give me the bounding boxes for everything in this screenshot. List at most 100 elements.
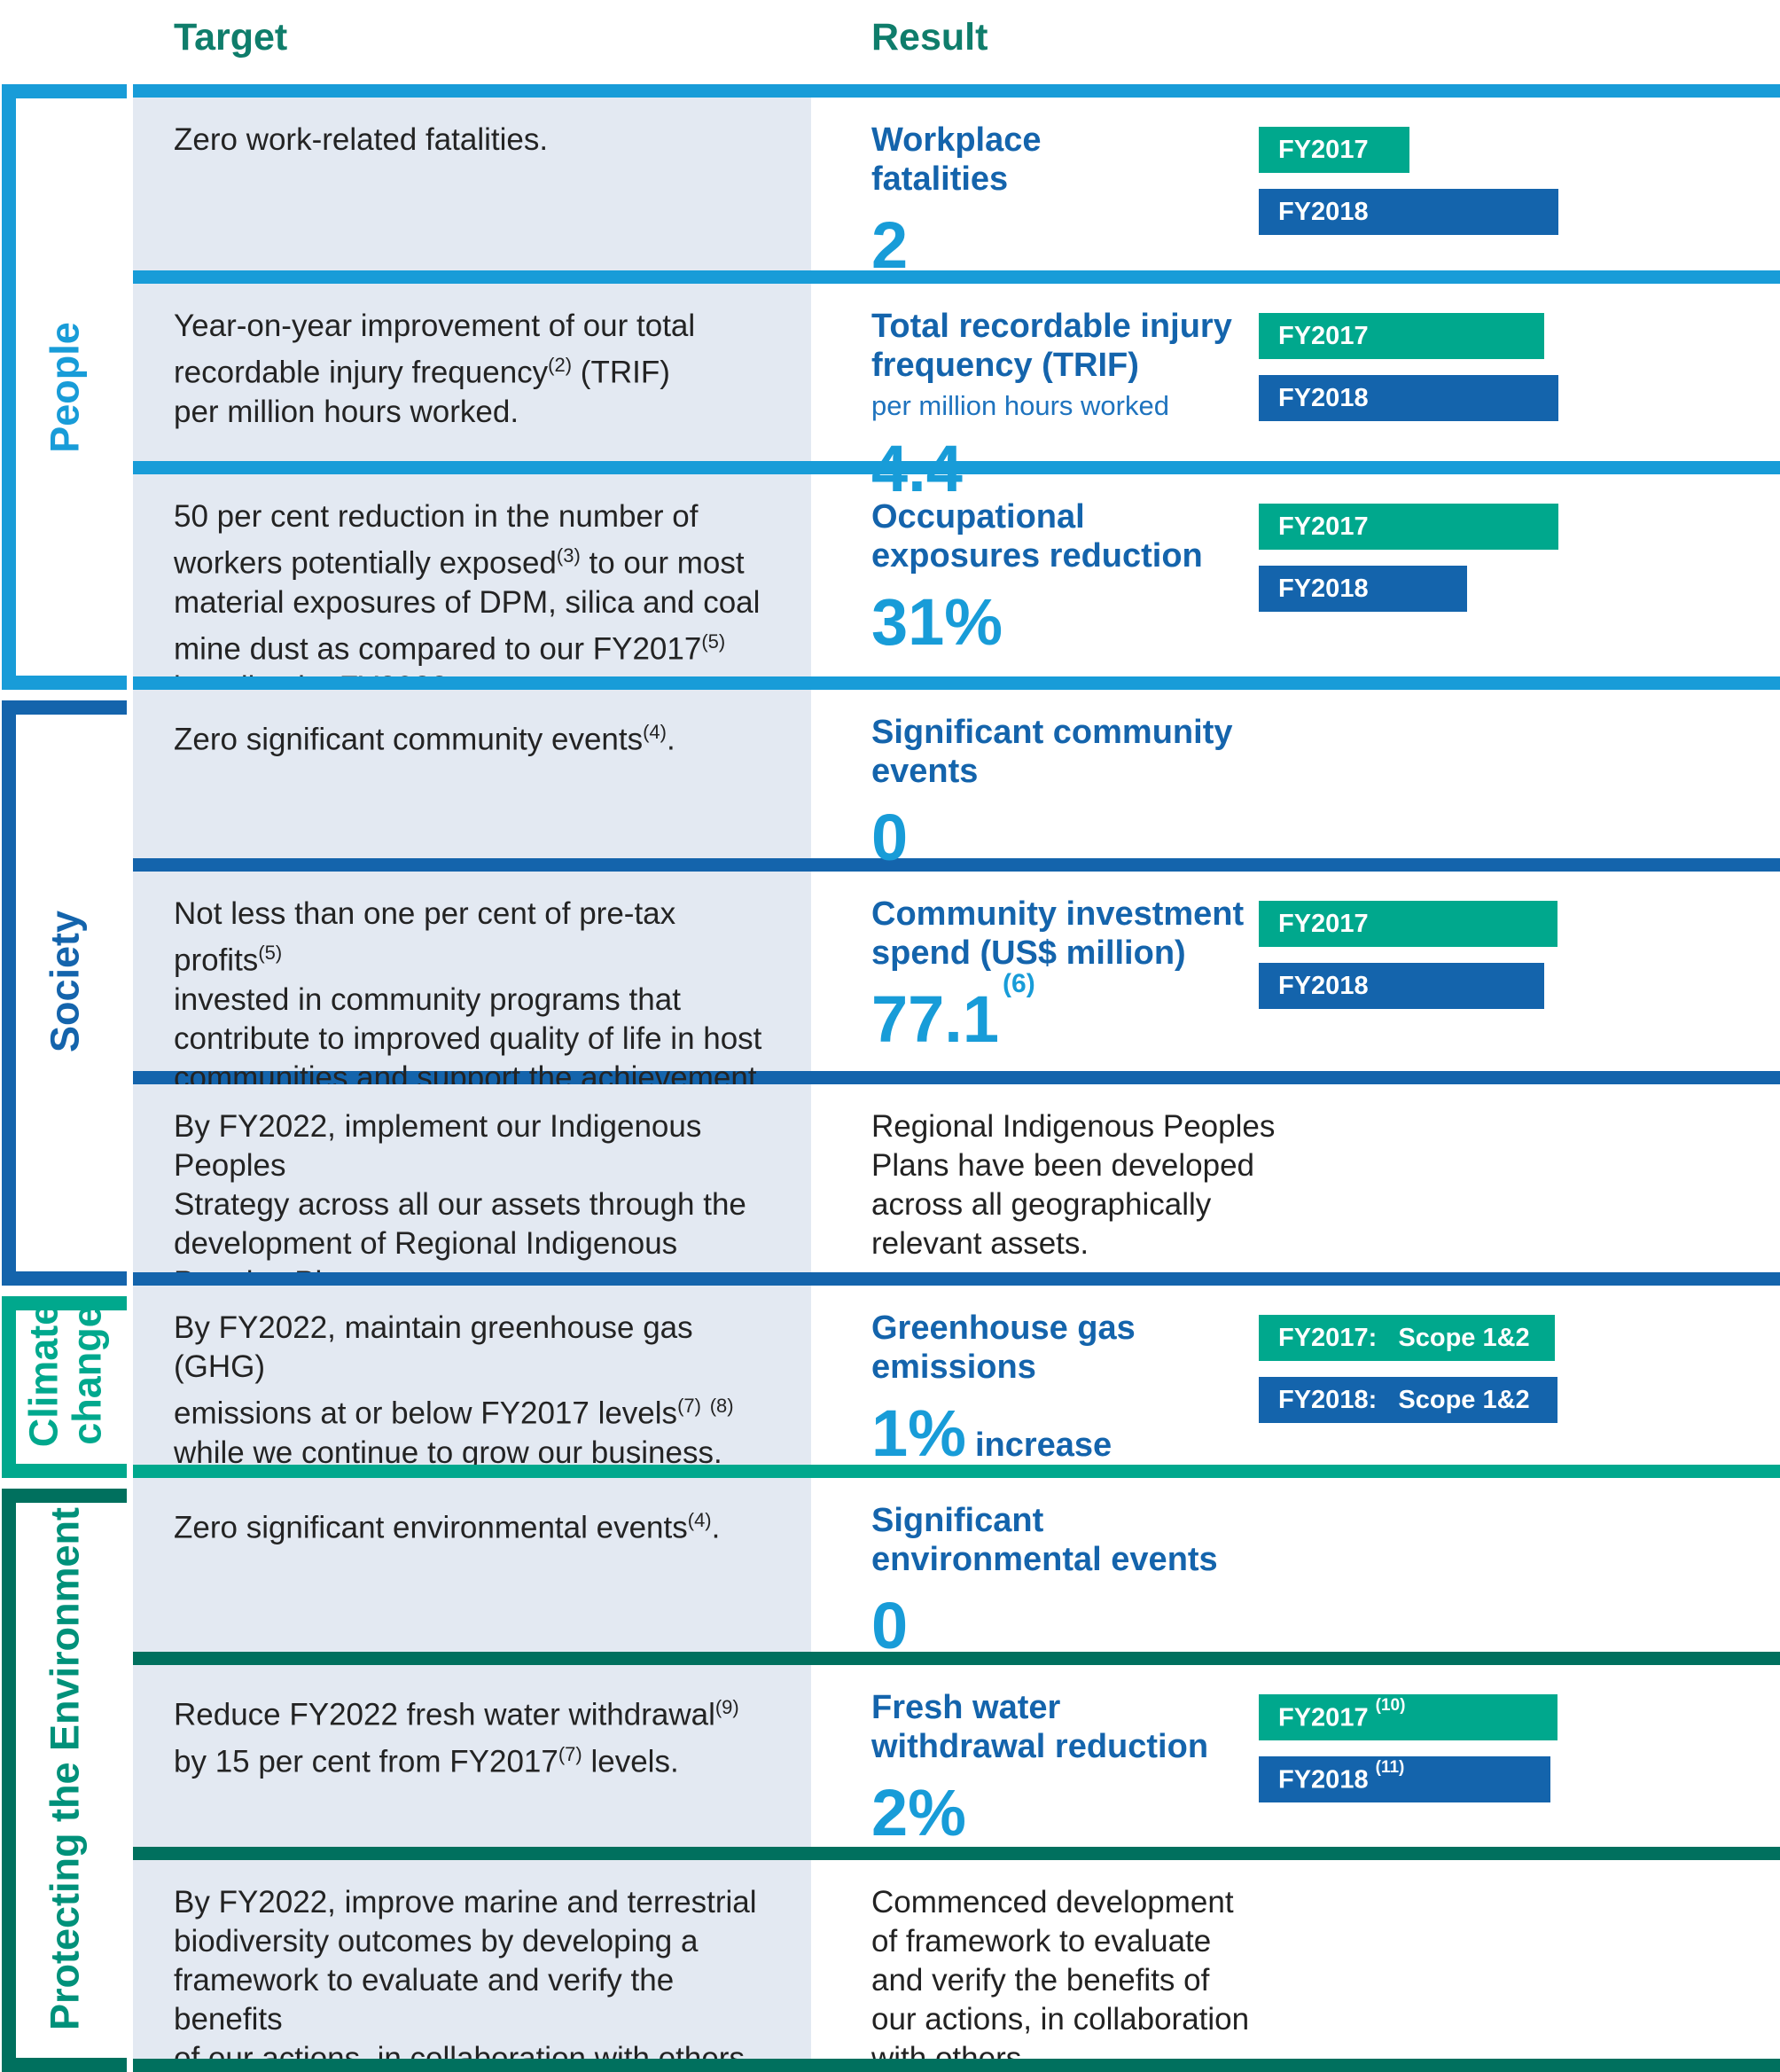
scorecard-table: People Zero work-related fatalities. Workp… [0, 84, 1780, 2072]
bar-chart: FY2017 FY2018 [1259, 127, 1558, 235]
result-heading: Total recordable injury frequency (TRIF) [871, 308, 1232, 384]
result-text: Commenced development of framework to eva… [871, 1885, 1250, 2072]
bar-fy2017: FY2017 [1259, 313, 1544, 359]
result-heading: Fresh water withdrawal reduction [871, 1689, 1209, 1765]
target-cell: By FY2022, implement our Indigenous Peop… [133, 1084, 811, 1300]
section-boundary-line [0, 676, 1780, 690]
result-cell: Occupational exposures reduction 31% [871, 497, 1288, 659]
row-divider-line [133, 1071, 1780, 1084]
result-cell: Regional Indigenous Peoples Plans have be… [871, 1107, 1288, 1263]
bar-fy2018: FY2018 [1259, 375, 1558, 421]
row-divider-line [133, 1652, 1780, 1665]
result-heading: Significant community events [871, 714, 1233, 790]
bar-chart: FY2017 FY2018 [1259, 901, 1558, 1009]
result-value: 0 [871, 801, 909, 874]
result-subtitle: per million hours worked [871, 390, 1169, 421]
row-divider-line [133, 270, 1780, 284]
divider-line [133, 676, 1780, 690]
result-text: Regional Indigenous Peoples Plans have be… [871, 1109, 1276, 1261]
target-cell: Not less than one per cent of pre-tax pr… [133, 872, 811, 1134]
divider-line [133, 1465, 1780, 1478]
result-cell: Significant community events 0 [871, 713, 1288, 874]
bar-label: FY2017 (10) [1278, 1695, 1406, 1732]
result-heading: Workplace fatalities [871, 121, 1042, 198]
result-cell: Significant environmental events 0 [871, 1501, 1288, 1662]
target-cell: By FY2022, improve marine and terrestria… [133, 1860, 811, 2072]
result-heading: Significant environmental events [871, 1502, 1218, 1578]
target-cell: By FY2022, maintain greenhouse gas (GHG)… [133, 1286, 811, 1470]
table-row: By FY2022, maintain greenhouse gas (GHG)… [133, 1286, 1780, 1470]
section-boundary-line [0, 1272, 1780, 1286]
result-cell: Workplace fatalities 2 [871, 121, 1288, 278]
bar-fy2017: FY2017 [1259, 504, 1558, 550]
bracket-stub [2, 1272, 127, 1286]
table-row: Not less than one per cent of pre-tax pr… [133, 872, 1780, 1134]
section-society: Society Zero significant community events… [0, 690, 1780, 1300]
bar-fy2017: FY2017: Scope 1&2 [1259, 1315, 1555, 1361]
section-people: People Zero work-related fatalities. Workp… [0, 84, 1780, 705]
bar-label: FY2017: Scope 1&2 [1278, 1323, 1530, 1352]
section-rows: Zero work-related fatalities. Workplace fa… [133, 98, 1780, 705]
result-heading: Community investment spend (US$ million) [871, 895, 1245, 972]
target-cell: Zero significant community events(4). [133, 690, 811, 858]
target-cell: Zero work-related fatalities. [133, 98, 811, 270]
target-cell: Reduce FY2022 fresh water withdrawal(9) b… [133, 1665, 811, 1847]
result-cell: Community investment spend (US$ million) 7… [871, 895, 1288, 1056]
row-divider-line [133, 461, 1780, 474]
table-row: 50 per cent reduction in the number of wo… [133, 474, 1780, 705]
bracket-stub [2, 2059, 127, 2072]
result-value: 2% [871, 1776, 966, 1849]
bar-fy2018: FY2018 [1259, 566, 1467, 612]
bar-label: FY2017 [1278, 512, 1369, 541]
result-cell: Total recordable injury frequency (TRIF) p… [871, 307, 1288, 505]
table-row: Reduce FY2022 fresh water withdrawal(9) b… [133, 1665, 1780, 1847]
bar-label: FY2018: Scope 1&2 [1278, 1385, 1530, 1414]
divider-line [133, 84, 1780, 98]
result-value: 77.1 (6) [871, 969, 1035, 1056]
section-boundary-line [0, 84, 1780, 98]
result-value-suffix: increase [974, 1427, 1112, 1464]
result-cell: Commenced development of framework to eva… [871, 1883, 1288, 2072]
result-cell: Greenhouse gas emissions 1% increase [871, 1309, 1288, 1470]
table-row: Zero significant environmental events(4)… [133, 1478, 1780, 1659]
bracket-stub [2, 1465, 127, 1478]
column-header-target: Target [174, 16, 288, 59]
result-value: 1% increase [871, 1396, 1112, 1470]
row-divider-line [133, 1847, 1780, 1860]
bar-fy2018: FY2018 (11) [1259, 1756, 1550, 1802]
section-label-society: Society [42, 910, 88, 1052]
result-value: 31% [871, 585, 1003, 659]
bar-fy2017: FY2017 [1259, 127, 1409, 173]
bar-label: FY2018 [1278, 197, 1369, 226]
bar-label: FY2017 [1278, 909, 1369, 938]
section-label-climate-change: Climate change [20, 1302, 109, 1448]
bar-chart: FY2017 (10) FY2018 (11) [1259, 1694, 1558, 1802]
table-row: Zero significant community events(4). Sig… [133, 690, 1780, 871]
table-row: Zero work-related fatalities. Workplace fa… [133, 98, 1780, 278]
result-value: 0 [871, 1589, 909, 1662]
bar-chart: FY2017 FY2018 [1259, 504, 1558, 612]
section-climate-change: Climate change By FY2022, maintain greenho… [0, 1286, 1780, 1478]
section-boundary-line [0, 1465, 1780, 1478]
bar-label: FY2018 (11) [1278, 1757, 1405, 1794]
bar-label: FY2018 [1278, 971, 1369, 1000]
bracket-stub [2, 676, 127, 690]
bar-label: FY2017 [1278, 135, 1369, 164]
result-heading: Occupational exposures reduction [871, 498, 1203, 575]
section-rows: Zero significant environmental events(4)… [133, 1478, 1780, 2072]
bar-chart: FY2017 FY2018 [1259, 313, 1558, 421]
table-row: Year-on-year improvement of our total rec… [133, 284, 1780, 502]
bar-chart: FY2017: Scope 1&2 FY2018: Scope 1&2 [1259, 1315, 1558, 1423]
result-value: 4.4 [871, 432, 963, 505]
target-cell: 50 per cent reduction in the number of wo… [133, 474, 811, 705]
column-header-result: Result [871, 16, 988, 59]
target-cell: Zero significant environmental events(4)… [133, 1478, 811, 1652]
divider-line [133, 2059, 1780, 2072]
bar-fy2018: FY2018 [1259, 189, 1558, 235]
bar-fy2017: FY2017 [1259, 901, 1558, 947]
table-row: By FY2022, implement our Indigenous Peop… [133, 1084, 1780, 1300]
divider-line [133, 1272, 1780, 1286]
bar-label: FY2018 [1278, 574, 1369, 603]
section-protecting-the-environment: Protecting the Environment Zero significa… [0, 1478, 1780, 2072]
